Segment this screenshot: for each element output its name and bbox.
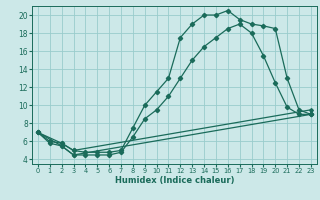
X-axis label: Humidex (Indice chaleur): Humidex (Indice chaleur) (115, 176, 234, 185)
